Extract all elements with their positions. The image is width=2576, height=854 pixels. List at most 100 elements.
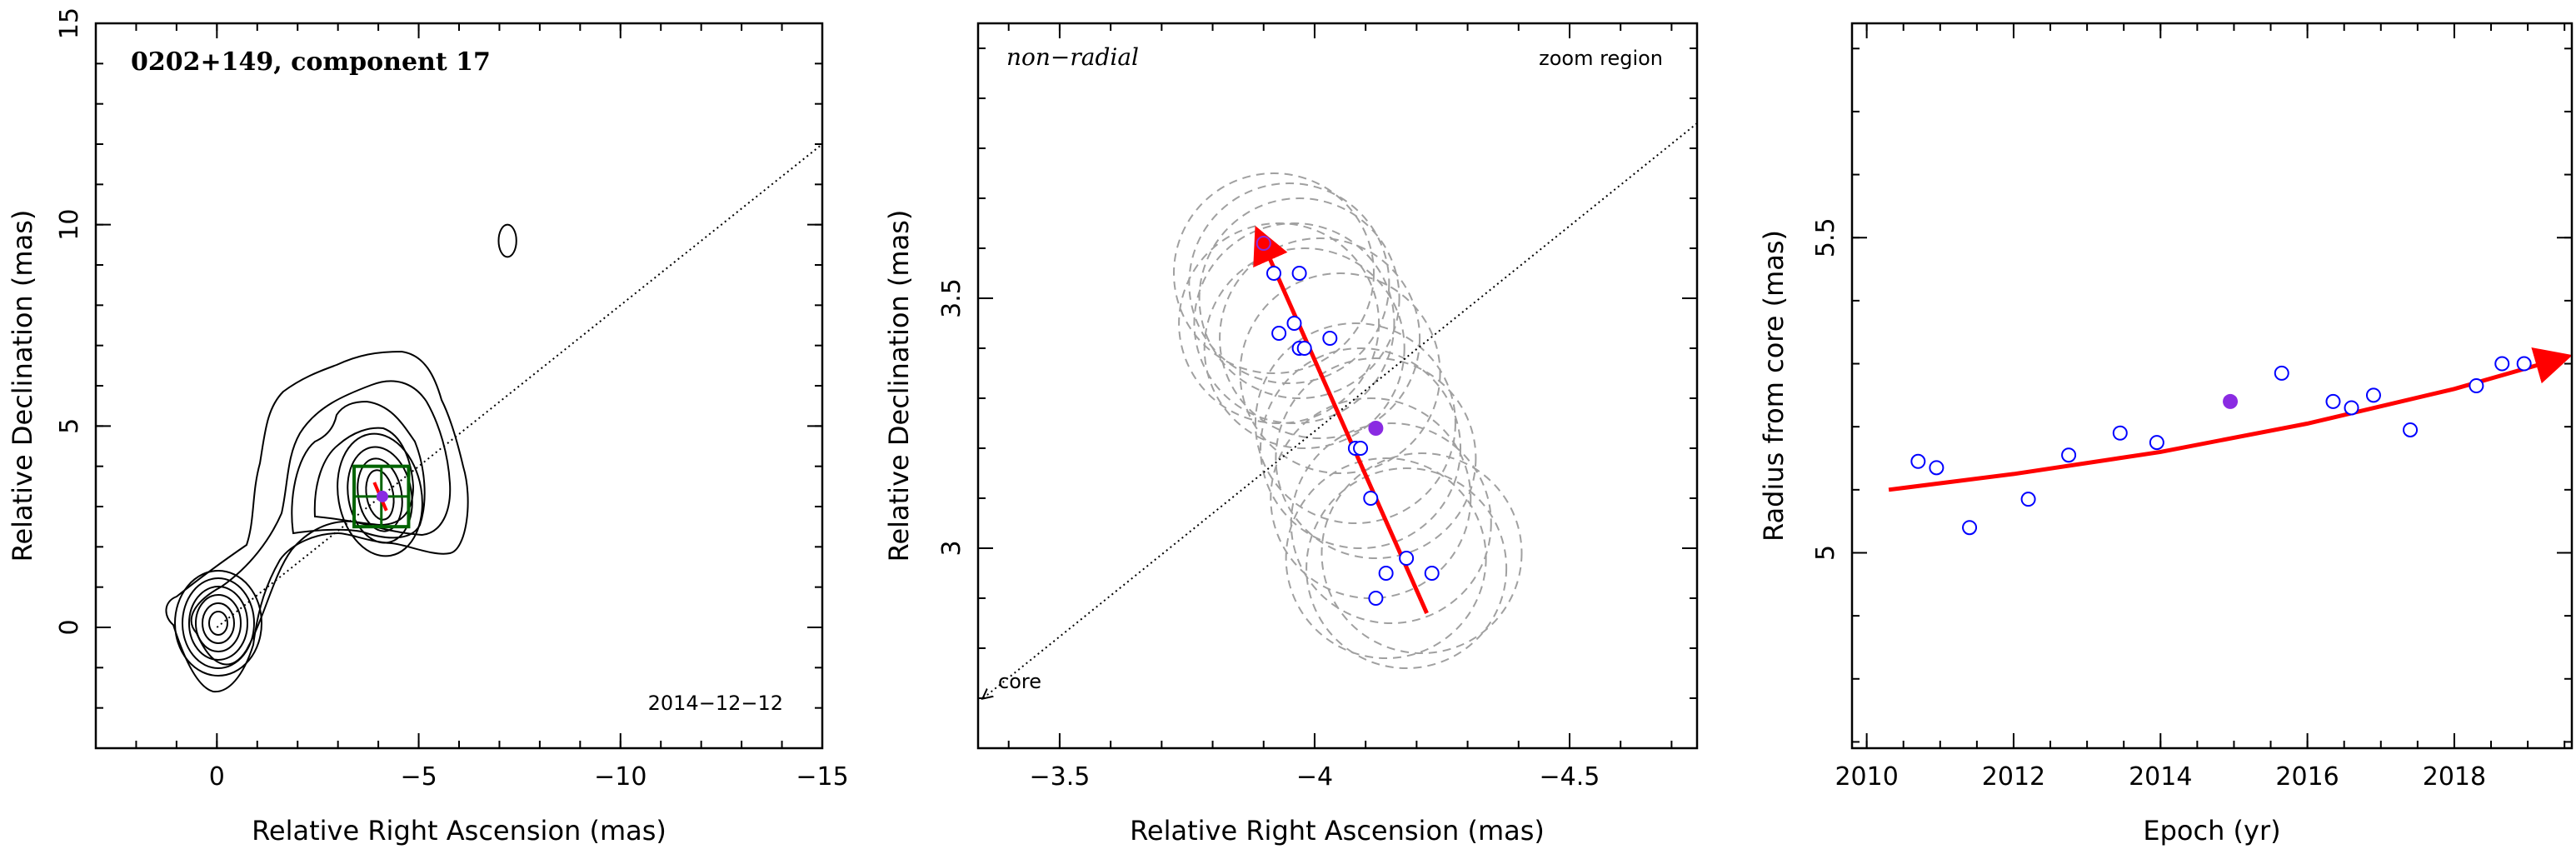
current-epoch-point — [1368, 421, 1384, 436]
uncertainty-circle — [1254, 322, 1456, 524]
y-tick-label: 15 — [55, 7, 84, 39]
mid-contour — [291, 400, 426, 539]
direction-line — [216, 143, 822, 628]
observation-point — [1291, 266, 1307, 281]
core-contour — [208, 611, 228, 636]
observation-point — [1266, 266, 1281, 281]
observation-point — [1322, 331, 1338, 346]
uncertainty-circle — [1320, 452, 1523, 654]
panel3-plot — [1888, 347, 2572, 536]
panel2-label-left: non−radial — [1006, 43, 1139, 71]
track-arrow — [1253, 225, 1429, 615]
uncertainty-circle — [1198, 197, 1400, 399]
observation-point — [2149, 435, 2164, 451]
x-tick-label: 2018 — [2423, 762, 2486, 792]
uncertainty-circles — [1172, 172, 1523, 669]
y-tick-label: 3.5 — [937, 278, 966, 318]
observation-point — [2365, 387, 2381, 403]
uncertainty-circle — [1219, 237, 1421, 439]
uncertainty-circle — [1260, 347, 1462, 549]
core-contour — [195, 594, 242, 652]
component-contour — [337, 432, 423, 557]
panel1-date: 2014−12−12 — [648, 692, 783, 715]
observation-point — [2469, 378, 2484, 393]
observation-point — [1296, 341, 1312, 356]
observation-points — [1266, 266, 1440, 606]
x-tick-label: −4 — [1296, 762, 1333, 792]
y-tick-label: 0 — [55, 619, 84, 635]
core-contour — [182, 577, 255, 669]
y-tick-label: 10 — [55, 209, 84, 241]
x-tick-label: −3.5 — [1029, 762, 1090, 792]
x-tick-label: 2010 — [1835, 762, 1898, 792]
observation-point — [2403, 422, 2419, 437]
observation-point — [1271, 326, 1287, 341]
core-contour — [188, 586, 248, 661]
panel2-xlabel: Relative Right Ascension (mas) — [1130, 815, 1545, 847]
x-tick-label: 2016 — [2275, 762, 2339, 792]
component-contour — [357, 457, 403, 532]
panel1-title: 0202+149, component 17 — [131, 47, 491, 77]
beam-ellipse — [497, 223, 517, 258]
y-tick-label: 5.5 — [1811, 217, 1840, 257]
panel1-ylabel: Relative Declination (mas) — [7, 210, 38, 562]
uncertainty-circle — [1172, 172, 1375, 374]
x-tick-label: −10 — [594, 762, 646, 792]
outer-contour — [190, 380, 452, 666]
core-contour — [174, 570, 262, 677]
observation-points — [1910, 356, 2532, 536]
panel2-plot — [983, 122, 1697, 698]
outer-contour — [165, 350, 469, 693]
panel2-label-core: core — [998, 670, 1041, 693]
observation-point — [1929, 460, 1944, 476]
observation-point — [1424, 566, 1440, 581]
observation-point — [2344, 400, 2359, 416]
panel-zoom: −3.5 −4 −4.5 3 3.5 non−radial zoom region co… — [883, 22, 1699, 847]
observation-point — [1363, 491, 1379, 506]
x-tick-label: 0 — [209, 762, 225, 792]
x-tick-label: −4.5 — [1540, 762, 1600, 792]
y-tick-label: 5 — [1811, 545, 1840, 561]
observation-point — [2112, 425, 2128, 441]
panel1-xlabel: Relative Right Ascension (mas) — [252, 815, 666, 847]
x-tick-label: −15 — [796, 762, 848, 792]
current-epoch-point — [2223, 393, 2239, 409]
core-contours — [174, 570, 262, 677]
x-tick-label: −5 — [400, 762, 437, 792]
panel3-xlabel: Epoch (yr) — [2143, 815, 2280, 847]
observation-point — [1962, 520, 1978, 536]
panel2-frame — [976, 22, 1699, 750]
panel1-frame — [94, 22, 824, 750]
mid-contour — [313, 427, 415, 527]
core-contour — [202, 602, 235, 644]
observation-point — [2325, 393, 2341, 409]
observation-point — [1353, 441, 1369, 456]
highlight-point — [1256, 236, 1271, 251]
uncertainty-circle — [1188, 182, 1390, 384]
observation-point — [2274, 365, 2289, 381]
observation-point — [1910, 453, 1926, 469]
uncertainty-circle — [1193, 222, 1395, 424]
observation-point — [2061, 447, 2077, 463]
panel-radius: 2010 2012 2014 2016 2018 5 5.5 Epoch (yr) Radi… — [1758, 22, 2574, 847]
panel3-frame — [1850, 22, 2574, 750]
observation-point — [1378, 566, 1394, 581]
observation-point — [2020, 492, 2036, 507]
y-tick-label: 3 — [937, 540, 966, 556]
panel3-ylabel: Radius from core (mas) — [1758, 230, 1790, 542]
panel1-ticks: 0 −5 −10 −15 0 5 10 15 — [55, 7, 849, 792]
panel2-ticks: −3.5 −4 −4.5 3 3.5 — [937, 23, 1697, 792]
observation-point — [1368, 591, 1384, 606]
observation-point — [2516, 356, 2532, 372]
observation-point — [1399, 551, 1415, 566]
x-tick-label: 2012 — [1982, 762, 2045, 792]
panel2-ylabel: Relative Declination (mas) — [883, 210, 915, 562]
panel1-contours — [165, 143, 822, 693]
uncertainty-circle — [1178, 222, 1380, 424]
uncertainty-circle — [1239, 272, 1441, 474]
panel3-ticks: 2010 2012 2014 2016 2018 5 5.5 — [1811, 23, 2572, 792]
observation-point — [1286, 316, 1302, 331]
uncertainty-circle — [1275, 357, 1477, 559]
x-tick-label: 2014 — [2129, 762, 2192, 792]
